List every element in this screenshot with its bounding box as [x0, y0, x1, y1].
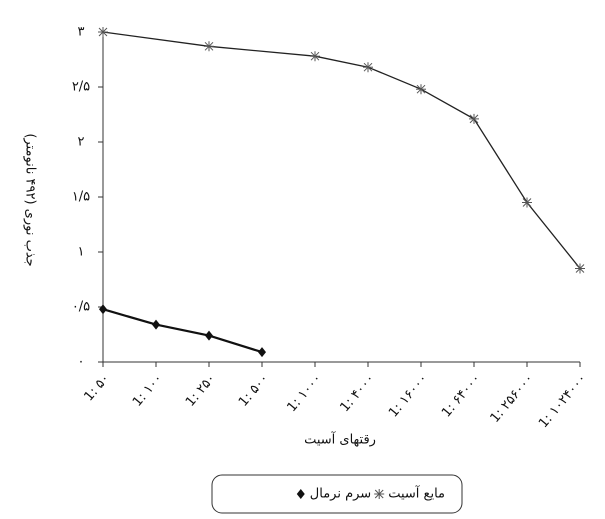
y-tick-label: ۲/۵: [72, 80, 90, 95]
star-stroke: [363, 62, 373, 72]
y-tick-label: ۱: [78, 245, 85, 260]
x-tick-label: 1: ۵۰: [81, 371, 112, 404]
x-tick-label: 1: ۴۰۰۰: [338, 371, 378, 415]
y-axis-label: جذب نوری (۴۹۲ نانومتر): [23, 133, 38, 266]
star-stroke: [575, 264, 585, 273]
legend-label: مایع آسیت: [388, 485, 445, 502]
star-stroke: [416, 84, 426, 94]
star-stroke: [374, 489, 384, 499]
legend-marker: [296, 489, 305, 499]
star-stroke: [469, 114, 479, 124]
point: [363, 62, 373, 73]
point: [204, 41, 214, 52]
y-tick-label: ۳: [78, 25, 85, 40]
star-stroke: [310, 51, 320, 61]
star-stroke: [522, 198, 532, 207]
point: [98, 27, 108, 37]
y-tick-label: ۰: [78, 355, 85, 370]
series-line: [102, 308, 263, 354]
x-tick-label: 1: ۱۶۰۰۰: [386, 371, 431, 420]
point: [205, 330, 213, 341]
legend-box: [211, 474, 463, 514]
point: [416, 84, 426, 95]
x-tick-label: 1: ۱۰۰۰: [285, 371, 325, 415]
x-tick-label: 1: ۶۴۰۰۰: [439, 371, 484, 420]
point: [575, 263, 585, 274]
point: [310, 51, 320, 62]
legend-label: سرم نرمال: [310, 487, 371, 502]
y-tick-label: ۲: [78, 135, 85, 150]
y-tick-label: ۰/۵: [72, 300, 90, 315]
x-tick-label: 1: ۱۰۰: [130, 371, 166, 410]
point: [469, 113, 479, 124]
x-tick-label: 1: ۲۵۶۰۰۰: [488, 371, 537, 426]
x-tick-label: 1: ۵۰۰: [236, 371, 272, 410]
y-tick-label: ۱/۵: [72, 190, 90, 205]
point: [522, 197, 532, 208]
legend-marker: [374, 489, 385, 499]
star-stroke: [204, 41, 214, 51]
point: [152, 319, 160, 330]
x-axis-label: رقتهای آسیت: [304, 431, 376, 448]
point: [258, 347, 266, 358]
star-stroke: [98, 27, 108, 37]
x-tick-label: 1: ۱۰۲۴۰۰۰: [536, 371, 590, 431]
point: [99, 304, 107, 315]
x-tick-label: 1: ۲۵۰: [183, 371, 219, 410]
series-line: [102, 31, 581, 269]
